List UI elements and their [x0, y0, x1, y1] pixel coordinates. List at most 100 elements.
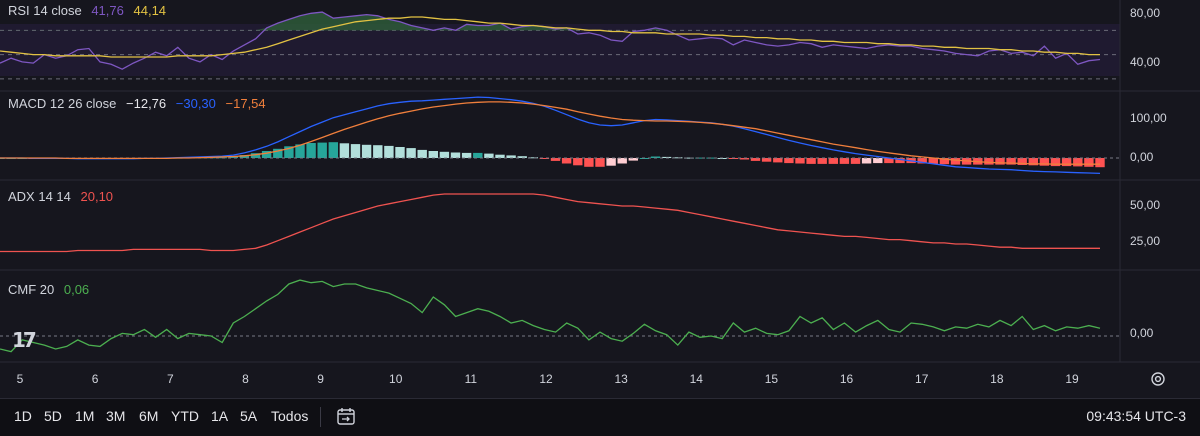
- timeframe-5d[interactable]: 5D: [44, 408, 62, 424]
- macd-tick-100: 100,00: [1130, 111, 1167, 125]
- macd-tick-0: 0,00: [1130, 150, 1154, 164]
- x-tick-label: 19: [1065, 372, 1079, 386]
- macd-histogram-bar: [1039, 158, 1050, 166]
- macd-histogram-bar: [650, 156, 661, 158]
- series-line-adx: [0, 193, 1100, 253]
- macd-histogram-bar: [1006, 158, 1016, 165]
- macd-histogram-bar: [428, 151, 438, 158]
- macd-histogram-bar: [261, 151, 272, 158]
- timeframe-1d[interactable]: 1D: [14, 408, 32, 424]
- toolbar-divider: [320, 407, 321, 427]
- macd-histogram-bar: [439, 151, 450, 158]
- macd-histogram-bar: [828, 158, 838, 164]
- timeframe-1m[interactable]: 1M: [75, 408, 95, 424]
- adx-tick-25: 25,00: [1130, 234, 1161, 248]
- rsi-band-fill: [0, 24, 1120, 76]
- macd-histogram-bar: [528, 157, 538, 159]
- timeframe-5a[interactable]: 5A: [240, 408, 258, 424]
- timeframe-1a[interactable]: 1A: [211, 408, 229, 424]
- macd-histogram-bar: [928, 158, 938, 164]
- x-tick-label: 7: [166, 372, 174, 386]
- macd-hist-value: −12,76: [126, 96, 167, 111]
- adx-tick-50: 50,00: [1130, 198, 1161, 212]
- chart-canvas[interactable]: [0, 0, 1200, 398]
- macd-histogram-bar: [361, 144, 372, 158]
- macd-histogram-bar: [561, 158, 572, 164]
- rsi-overbought-fill: [0, 12, 1100, 31]
- macd-histogram-bar: [684, 157, 694, 159]
- macd-histogram-bar: [706, 157, 716, 159]
- adx-value: 20,10: [80, 189, 114, 204]
- macd-histogram-bar: [795, 158, 805, 164]
- macd-histogram-bar: [673, 157, 683, 159]
- macd-histogram-bar: [228, 156, 238, 158]
- x-tick-label: 13: [614, 372, 628, 386]
- macd-histogram-bar: [584, 158, 594, 167]
- x-tick-label: 16: [839, 372, 854, 386]
- x-tick-label: 9: [317, 372, 324, 386]
- macd-histogram-bar: [773, 158, 783, 163]
- macd-histogram-bar: [739, 158, 750, 160]
- series-line-signal: [0, 101, 1100, 165]
- macd-histogram-bar: [273, 148, 283, 158]
- macd-histogram-bar: [1017, 158, 1027, 165]
- x-tick-label: 15: [764, 372, 779, 386]
- macd-histogram-bar: [284, 146, 294, 158]
- macd-histogram-bar: [817, 158, 827, 164]
- adx-title: ADX 14 14 20,10: [8, 189, 114, 204]
- x-tick-label: 11: [464, 372, 478, 386]
- x-tick-label: 8: [242, 372, 249, 386]
- calendar-goto-icon[interactable]: [335, 405, 357, 432]
- macd-histogram-bar: [417, 149, 427, 158]
- timeframe-ytd[interactable]: YTD: [171, 408, 199, 424]
- rsi-value: 41,76: [91, 3, 124, 18]
- macd-histogram-bar: [884, 158, 894, 164]
- macd-histogram-bar: [628, 158, 638, 161]
- macd-histogram-bar: [450, 152, 461, 158]
- macd-histogram-bar: [539, 158, 550, 159]
- clock-timezone[interactable]: 09:43:54 UTC-3: [1086, 408, 1186, 424]
- macd-histogram-bar: [573, 158, 583, 166]
- macd-histogram-bar: [661, 156, 672, 158]
- macd-histogram-bar: [606, 158, 616, 166]
- macd-histogram-bar: [384, 145, 394, 158]
- macd-histogram-bar: [1050, 158, 1061, 167]
- macd-histogram-bar: [984, 158, 994, 165]
- cmf-title: CMF 20 0,06: [8, 282, 90, 297]
- macd-histogram-bar: [1073, 158, 1083, 167]
- macd-signal-value: −17,54: [225, 96, 266, 111]
- macd-histogram-bar: [695, 157, 705, 159]
- x-tick-label: 18: [990, 372, 1004, 386]
- series-line-cmf: [0, 279, 1101, 353]
- macd-histogram-bar: [250, 153, 261, 158]
- macd-histogram-bar: [850, 158, 861, 164]
- macd-histogram-bar: [806, 158, 816, 164]
- macd-histogram-bar: [750, 158, 761, 161]
- rsi-tick-80: 80,00: [1130, 6, 1161, 20]
- cmf-tick-0: 0,00: [1130, 326, 1154, 340]
- series-line-ma: [0, 16, 1100, 58]
- macd-histogram-bar: [373, 145, 383, 158]
- macd-histogram-bar: [461, 152, 472, 158]
- timeframe-6m[interactable]: 6M: [139, 408, 159, 424]
- macd-histogram-bar: [484, 153, 494, 158]
- macd-histogram-bar: [506, 155, 516, 158]
- macd-histogram-bar: [995, 158, 1005, 165]
- tradingview-logo-icon[interactable]: 17: [12, 328, 37, 352]
- rsi-title: RSI 14 close 41,76 44,14: [8, 3, 167, 18]
- x-tick-label: 6: [91, 372, 99, 386]
- macd-histogram-bar: [939, 158, 950, 165]
- macd-histogram-bar: [1028, 158, 1038, 166]
- macd-histogram-bar: [239, 155, 250, 158]
- timeframe-todos[interactable]: Todos: [271, 408, 309, 424]
- macd-histogram-bar: [1084, 158, 1094, 167]
- macd-histogram-bar: [1061, 158, 1072, 167]
- macd-histogram-bar: [339, 143, 350, 158]
- macd-histogram-bar: [784, 158, 794, 164]
- settings-gear-icon[interactable]: [1149, 370, 1167, 393]
- macd-histogram-bar: [350, 144, 361, 158]
- macd-histogram-bar: [873, 158, 883, 164]
- timeframe-3m[interactable]: 3M: [106, 408, 126, 424]
- macd-histogram-bar: [1095, 158, 1105, 168]
- cmf-value: 0,06: [63, 282, 90, 297]
